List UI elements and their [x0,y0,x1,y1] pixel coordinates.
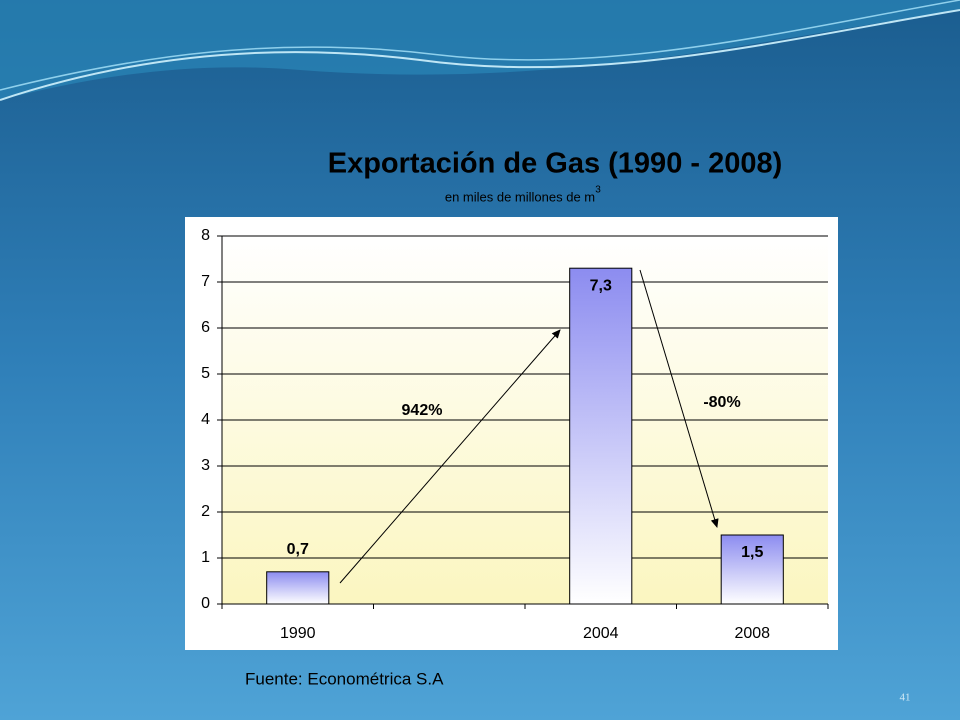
bar [720,534,784,605]
annotation: 942% [402,402,443,419]
wave-line [0,0,960,91]
x-tick-label: 2008 [734,625,770,642]
x-tick-label: 1990 [280,625,316,642]
y-tick-label: 4 [201,411,210,428]
y-tick-label: 2 [201,503,210,520]
y-tick-label: 6 [201,319,210,336]
y-tick-label: 3 [201,457,210,474]
value-label: 0,7 [287,541,309,558]
value-label: 7,3 [590,277,612,294]
page-number: 41 [900,692,911,704]
y-tick-label: 7 [201,273,210,290]
y-tick-label: 0 [201,595,210,612]
subtitle-superscript: 3 [595,185,601,196]
chart-title: Exportación de Gas (1990 - 2008) [328,148,783,180]
value-label: 1,5 [741,544,763,561]
chart-subtitle: en miles de millones de m [445,189,595,204]
annotation: -80% [703,394,740,411]
x-tick-label: 2004 [583,625,619,642]
source: Fuente: Econométrica S.A [245,669,444,688]
wave [0,0,960,100]
decrease-arrow [639,269,719,528]
y-tick-label: 1 [201,549,210,566]
bar [569,267,633,605]
increase-arrow [339,329,561,584]
bar [266,571,330,605]
wave-line [0,9,960,101]
y-tick-label: 8 [201,227,210,244]
y-tick-label: 5 [201,365,210,382]
